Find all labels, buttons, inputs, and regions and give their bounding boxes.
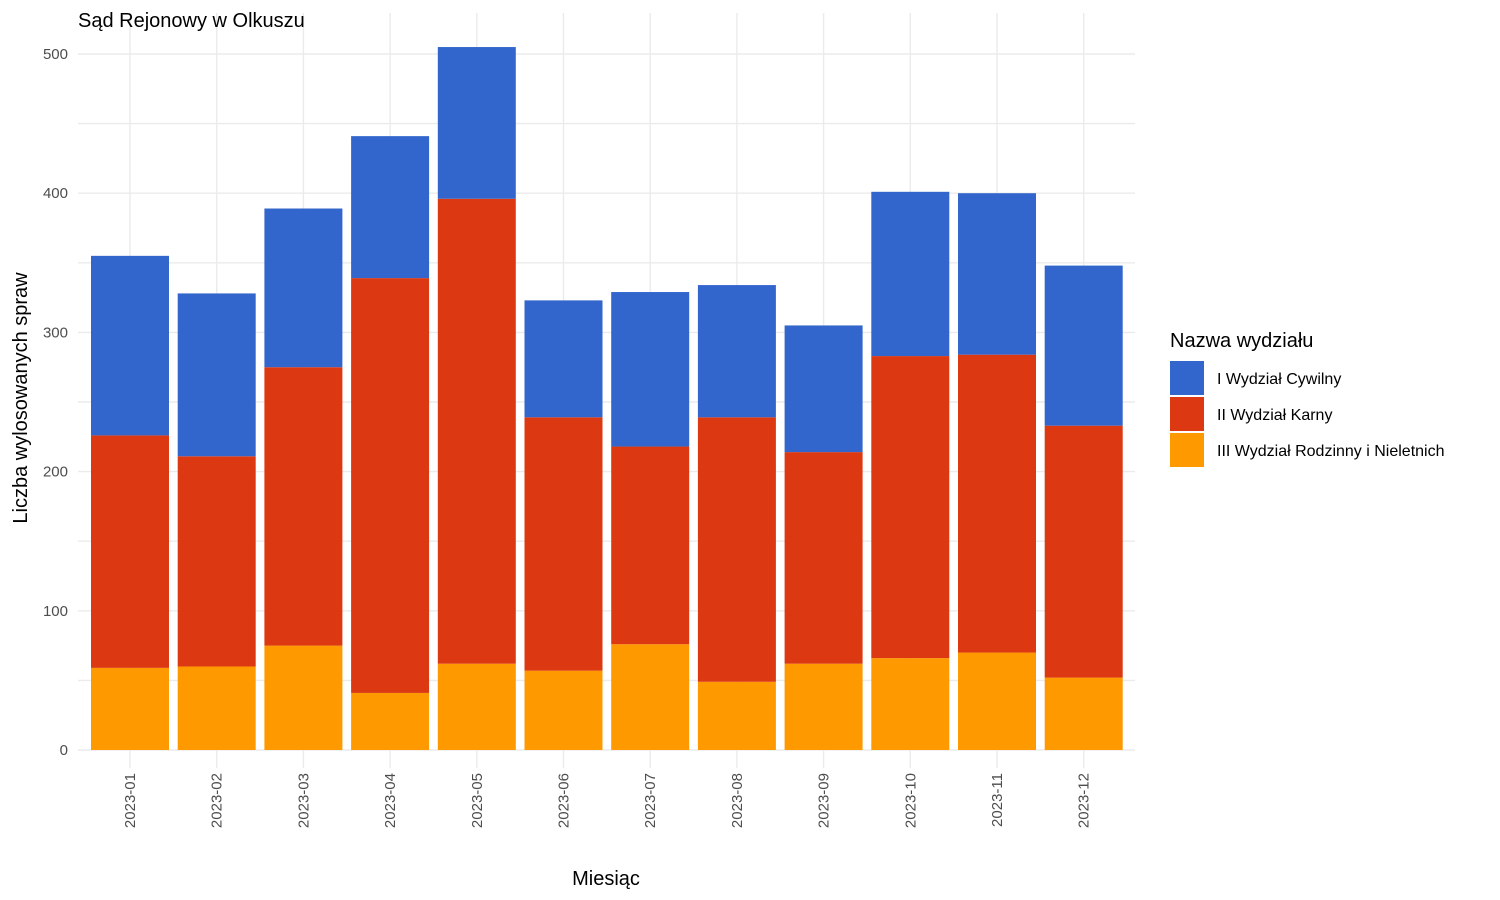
bar-segment [264, 367, 343, 646]
legend-swatch [1170, 397, 1204, 431]
bar-segment [784, 325, 863, 453]
bar-segment [697, 417, 776, 682]
x-tick-label: 2023-02 [209, 773, 226, 828]
bar-segment [1044, 265, 1123, 426]
bar-segment [264, 645, 343, 750]
legend-swatch [1170, 361, 1204, 395]
x-axis-title: Miesiąc [572, 868, 640, 890]
bar-segment [958, 193, 1036, 355]
x-tick-label: 2023-01 [122, 773, 139, 828]
legend-label: II Wydział Karny [1217, 407, 1332, 424]
bar-segment [611, 644, 690, 750]
x-tick-label: 2023-09 [816, 773, 833, 828]
bar-segment [611, 446, 690, 645]
bar-segment [351, 136, 430, 279]
bar-segment [871, 658, 950, 750]
x-tick-label: 2023-06 [556, 773, 573, 828]
legend-label: I Wydział Cywilny [1217, 371, 1341, 388]
bar-segment [437, 198, 516, 664]
bar-segment [784, 452, 863, 664]
bar-segment [437, 47, 516, 199]
bar-segment [437, 663, 516, 750]
x-tick-label: 2023-11 [989, 773, 1006, 827]
y-tick-label: 500 [43, 46, 68, 63]
x-tick-label: 2023-08 [729, 773, 746, 828]
bar-segment [1044, 677, 1123, 750]
x-tick-label: 2023-12 [1076, 773, 1093, 828]
bar-segment [91, 435, 169, 668]
bar-segment [177, 456, 256, 667]
bar-segment [91, 667, 169, 750]
chart-title: Sąd Rejonowy w Olkuszu [78, 10, 305, 32]
bar-segment [697, 681, 776, 750]
x-tick-label: 2023-04 [382, 773, 399, 828]
bar-segment [351, 692, 430, 750]
y-tick-label: 100 [43, 603, 68, 620]
bar-segment [784, 663, 863, 750]
x-axis-ticks: 2023-01 2023-02 2023-03 2023-04 2023-05 2023-… [122, 773, 1093, 828]
x-tick-label: 2023-05 [469, 773, 486, 828]
x-tick-label: 2023-07 [642, 773, 659, 828]
legend-label: III Wydział Rodzinny i Nieletnich [1217, 443, 1445, 460]
bar-segment [958, 652, 1036, 750]
x-tick-label: 2023-03 [295, 773, 312, 828]
bar-segment [524, 670, 603, 750]
legend: Nazwa wydziału I Wydział Cywilny II Wydzi… [1170, 330, 1445, 467]
bar-segment [177, 666, 256, 750]
y-tick-label: 400 [43, 185, 68, 202]
legend-items: I Wydział Cywilny II Wydział Karny III Wyd… [1170, 361, 1445, 467]
legend-swatch [1170, 433, 1204, 467]
y-axis-ticks: 0 100 200 300 400 500 [43, 46, 68, 759]
bars-layer [91, 47, 1123, 750]
bar-segment [177, 293, 256, 457]
x-tick-label: 2023-10 [902, 773, 919, 828]
bar-segment [524, 417, 603, 671]
bar-segment [91, 255, 169, 436]
y-axis-title: Liczba wylosowanych spraw [10, 272, 32, 524]
bar-segment [351, 278, 430, 693]
y-tick-label: 0 [60, 742, 68, 759]
bar-segment [524, 300, 603, 418]
bar-segment [871, 191, 950, 357]
bar-segment [697, 285, 776, 418]
y-tick-label: 300 [43, 324, 68, 341]
bar-segment [1044, 425, 1123, 678]
bar-segment [871, 356, 950, 659]
bar-segment [611, 292, 690, 447]
y-tick-label: 200 [43, 464, 68, 481]
legend-title: Nazwa wydziału [1170, 330, 1313, 352]
bar-segment [264, 208, 343, 368]
bar-segment [958, 354, 1036, 653]
